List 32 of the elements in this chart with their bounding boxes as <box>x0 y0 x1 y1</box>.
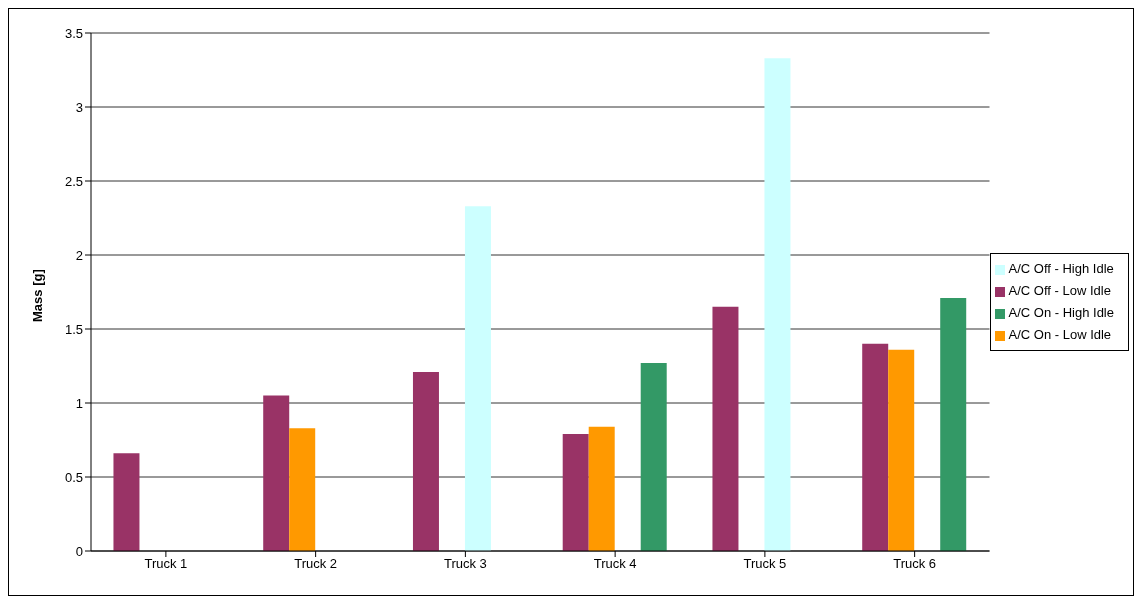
bar <box>289 428 316 551</box>
y-tick-label: 2.5 <box>64 173 83 189</box>
bar <box>862 343 889 551</box>
y-tick-label: 0 <box>75 543 83 559</box>
bar <box>712 306 739 551</box>
legend-label: A/C On - High Idle <box>1008 305 1114 320</box>
x-tick-label: Truck 6 <box>893 556 937 572</box>
x-tick-label: Truck 4 <box>593 556 637 572</box>
y-tick-label: 3 <box>75 99 83 115</box>
x-tick-label: Truck 1 <box>144 556 188 572</box>
bar <box>464 206 491 551</box>
y-axis-title: Mass [g] <box>29 269 45 322</box>
bar <box>940 297 967 551</box>
y-tick-label: 2 <box>75 247 83 263</box>
x-tick-label: Truck 2 <box>294 556 338 572</box>
y-tick-label: 1 <box>75 395 83 411</box>
bar <box>588 426 615 551</box>
y-tick-label: 3.5 <box>64 25 83 41</box>
y-tick-label: 1.5 <box>64 321 83 337</box>
x-tick-label: Truck 3 <box>443 556 487 572</box>
bar <box>764 58 791 551</box>
bar <box>562 434 589 551</box>
x-tick-label: Truck 5 <box>743 556 787 572</box>
bar <box>640 363 667 551</box>
bar <box>888 349 915 551</box>
legend-label: A/C Off - Low Idle <box>1008 283 1111 298</box>
bar <box>113 453 140 551</box>
bar <box>263 395 290 551</box>
legend-label: A/C On - Low Idle <box>1008 327 1112 342</box>
bar <box>412 371 439 551</box>
y-tick-label: 0.5 <box>64 469 83 485</box>
legend-label: A/C Off - High Idle <box>1008 261 1114 276</box>
